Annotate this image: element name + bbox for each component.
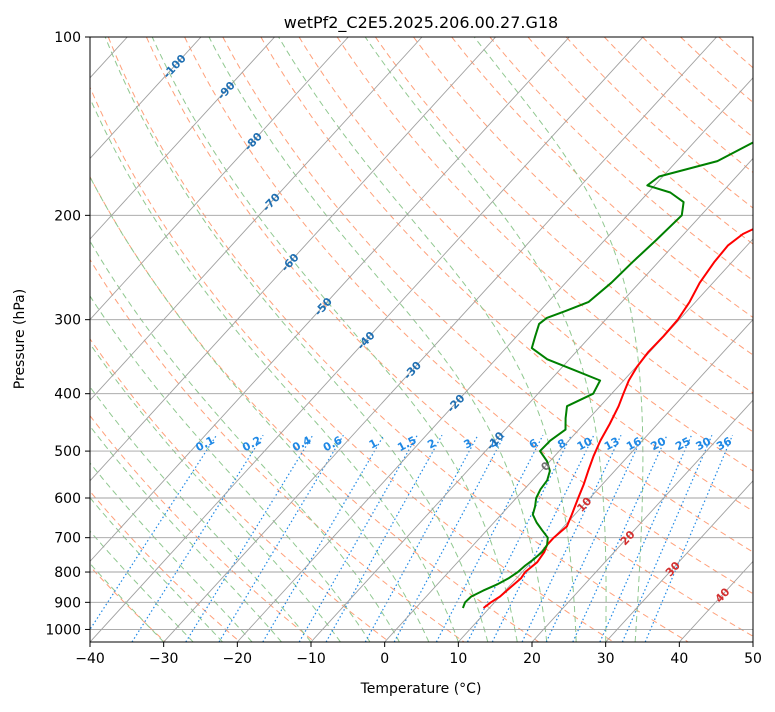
chart-title: wetPf2_C2E5.2025.206.00.27.G18 (284, 13, 558, 33)
x-axis-label: Temperature (°C) (360, 681, 482, 697)
x-tick-label: −20 (223, 651, 253, 667)
y-axis-label: Pressure (hPa) (12, 289, 28, 389)
x-tick-label: 0 (380, 651, 389, 667)
x-tick-label: 10 (449, 651, 467, 667)
y-tick-label: 1000 (45, 622, 81, 638)
x-tick-label: −10 (296, 651, 326, 667)
y-tick-label: 800 (54, 565, 81, 581)
y-tick-label: 400 (54, 387, 81, 403)
x-tick-label: 30 (597, 651, 615, 667)
y-tick-label: 700 (54, 531, 81, 547)
y-tick-label: 100 (54, 30, 81, 46)
x-tick-label: 20 (523, 651, 541, 667)
y-tick-label: 900 (54, 595, 81, 611)
x-tick-label: 40 (670, 651, 688, 667)
y-tick-label: 300 (54, 313, 81, 329)
x-tick-label: 50 (744, 651, 762, 667)
x-tick-label: −30 (149, 651, 179, 667)
y-tick-label: 600 (54, 491, 81, 507)
y-tick-label: 200 (54, 208, 81, 224)
x-tick-label: −40 (75, 651, 105, 667)
y-tick-label: 500 (54, 444, 81, 460)
